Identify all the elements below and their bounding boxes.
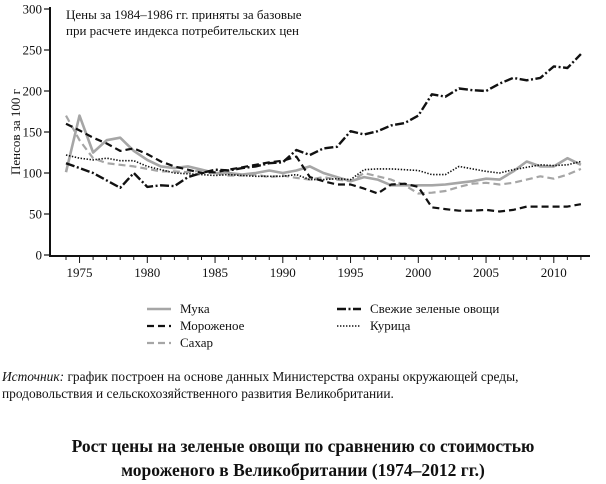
y-ticks: 0 50 100 150 200 250 300 (23, 2, 50, 263)
y-tick-label: 100 (23, 166, 43, 181)
series-lines (64, 53, 582, 213)
x-tick-label: 2005 (473, 265, 499, 280)
y-tick-label: 250 (23, 43, 43, 58)
x-tick-label: 1980 (134, 265, 160, 280)
legend-label: Мука (180, 301, 210, 316)
x-tick-label: 2000 (405, 265, 431, 280)
x-tick-label: 2010 (541, 265, 567, 280)
series-line-2 (65, 115, 582, 195)
source-lead: Источник: (2, 369, 65, 384)
legend-label: Свежие зеленые овощи (370, 301, 499, 316)
chart-note-line-1: Цены за 1984–1986 гг. приняты за базовые (66, 7, 302, 22)
axes (49, 7, 590, 257)
y-axis-label: Пенсов за 100 г (8, 89, 23, 175)
source-text: график построен на основе данных Министе… (2, 369, 519, 401)
x-tick-label: 1975 (67, 265, 93, 280)
y-tick-label: 0 (36, 248, 43, 263)
chart-title-line-1: Рост цены на зеленые овощи по сравнению … (71, 436, 535, 456)
x-tick-label: 1990 (270, 265, 296, 280)
chart-note-line-2: при расчете индекса потребительских цен (66, 23, 299, 38)
y-tick-label: 150 (23, 125, 43, 140)
line-chart: 0 50 100 150 200 250 300 1975 1980 1985 1990 1995 2… (8, 2, 590, 350)
series-line-4 (65, 154, 582, 181)
x-ticks: 1975 1980 1985 1990 1995 2000 2005 2010 (65, 256, 582, 280)
series-line-3 (65, 53, 582, 190)
series-line-1 (65, 122, 582, 213)
y-tick-label: 300 (23, 2, 43, 17)
legend-label: Мороженое (180, 318, 245, 333)
legend-label: Курица (370, 318, 411, 333)
y-tick-label: 50 (29, 207, 42, 222)
chart-title-line-2: мороженого в Великобритании (1974–2012 г… (121, 460, 485, 480)
chart-title: Рост цены на зеленые овощи по сравнению … (0, 434, 606, 482)
legend: Мука Мороженое Сахар Свежие зеленые овощи Ку… (147, 301, 499, 350)
legend-label: Сахар (180, 335, 213, 350)
y-tick-label: 200 (23, 84, 43, 99)
source-note: Источник: график построен на основе данн… (2, 368, 606, 402)
x-tick-label: 1995 (338, 265, 364, 280)
x-tick-label: 1985 (202, 265, 228, 280)
series-line-0 (64, 114, 582, 187)
